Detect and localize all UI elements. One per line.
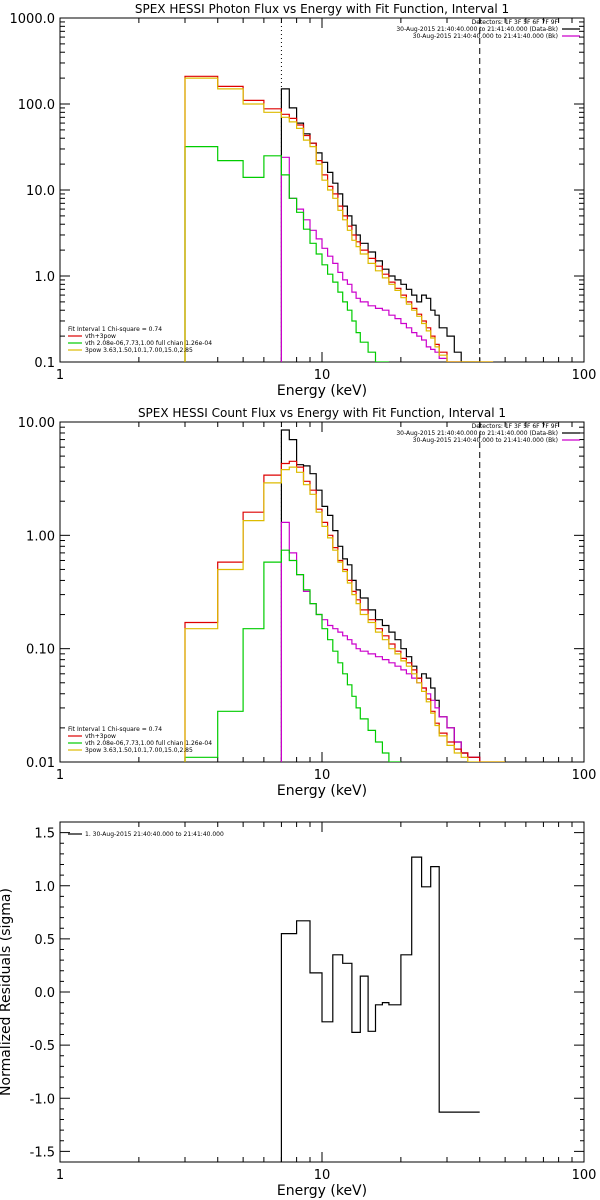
series-data-bk <box>280 429 481 762</box>
y-tick-label: 100.0 <box>18 98 55 113</box>
y-tick-label: 0.1 <box>34 356 55 371</box>
series-vth-3pow <box>184 460 506 762</box>
x-tick-label: 1 <box>56 1168 64 1183</box>
y-tick-label: 1.0 <box>34 270 55 285</box>
plot-panel-2 <box>59 421 585 763</box>
y-tick-label: 0.10 <box>26 643 55 658</box>
series-1-30-aug-2015-21-40-40-000-to-21-41-40-000 <box>280 856 480 1162</box>
legend-right-entry: 30-Aug-2015 21:40:40.000 to 21:41:40.000… <box>413 33 558 40</box>
y-tick-label: 10.00 <box>18 416 55 431</box>
series-vth-3pow <box>184 75 494 362</box>
y-tick-label: 0.01 <box>26 756 55 771</box>
series-vth <box>184 549 401 762</box>
legend-right-entry: 30-Aug-2015 21:40:40.000 to 21:41:40.000… <box>396 430 558 437</box>
chart-title: SPEX HESSI Count Flux vs Energy with Fit… <box>138 406 506 420</box>
y-tick-label: 0.5 <box>34 933 55 948</box>
series-3pow <box>184 77 494 362</box>
y-tick-label: 0.0 <box>34 986 55 1001</box>
legend-right-entry: Detectors: 1F 3F 5F 6F 7F 9F <box>472 423 559 430</box>
x-tick-label: 100 <box>572 768 597 783</box>
series-background <box>280 156 462 362</box>
legend-left-entry: Fit Interval 1 Chi-square = 0.74 <box>68 326 162 333</box>
x-tick-label: 100 <box>572 1168 597 1183</box>
legend-left-entry: vth+3pow <box>85 333 116 340</box>
x-tick-label: 100 <box>572 368 597 383</box>
series-background <box>280 521 481 762</box>
legend-left-entry: 3pow 3.63,1.50,10.1,7.00,15.0,2.85 <box>85 347 193 354</box>
x-tick-label: 1 <box>56 368 64 383</box>
x-tick-label: 1 <box>56 768 64 783</box>
y-tick-label: 10.0 <box>26 184 55 199</box>
legend-right-entry: 30-Aug-2015 21:40:40.000 to 21:41:40.000… <box>413 437 558 444</box>
series-3pow <box>184 466 506 762</box>
series-vth <box>184 146 389 362</box>
legend-left-entry: 1. 30-Aug-2015 21:40:40.000 to 21:41:40.… <box>85 831 224 838</box>
y-tick-label: 1.5 <box>34 827 55 842</box>
plot-frame <box>59 421 585 763</box>
plot-panel-3 <box>59 821 585 1163</box>
y-axis-label: Normalized Residuals (sigma) <box>0 888 14 1096</box>
x-tick-label: 10 <box>314 768 331 783</box>
y-tick-label: 1000.0 <box>10 12 56 27</box>
y-tick-label: 1.0 <box>34 880 55 895</box>
y-tick-label: -1.0 <box>30 1092 55 1107</box>
y-tick-label: -0.5 <box>30 1039 55 1054</box>
plot-frame <box>59 17 585 363</box>
legend-left-entry: vth 2.08e-06,7.73,1.00 full chian 1.26e-… <box>85 340 212 347</box>
legend-right-entry: Detectors: 1F 3F 5F 6F 7F 9F <box>472 19 559 26</box>
chart-title: SPEX HESSI Photon Flux vs Energy with Fi… <box>135 2 509 16</box>
legend-left-entry: vth 2.08e-06,7.73,1.00 full chian 1.26e-… <box>85 740 212 747</box>
y-tick-label: -1.5 <box>30 1145 55 1160</box>
legend-right-entry: 30-Aug-2015 21:40:40.000 to 21:41:40.000… <box>396 26 558 33</box>
plot-panel-1 <box>59 17 585 363</box>
x-axis-label: Energy (keV) <box>277 783 367 799</box>
y-tick-label: 1.00 <box>26 529 55 544</box>
legend-left-entry: Fit Interval 1 Chi-square = 0.74 <box>68 726 162 733</box>
legend-left-entry: 3pow 3.63,1.50,10.1,7.00,15.0,2.85 <box>85 747 193 754</box>
x-tick-label: 10 <box>314 1168 331 1183</box>
legend-left-entry: vth+3pow <box>85 733 116 740</box>
x-axis-label: Energy (keV) <box>277 383 367 399</box>
series-data-bk <box>280 88 480 362</box>
x-tick-label: 10 <box>314 368 331 383</box>
x-axis-label: Energy (keV) <box>277 1183 367 1199</box>
